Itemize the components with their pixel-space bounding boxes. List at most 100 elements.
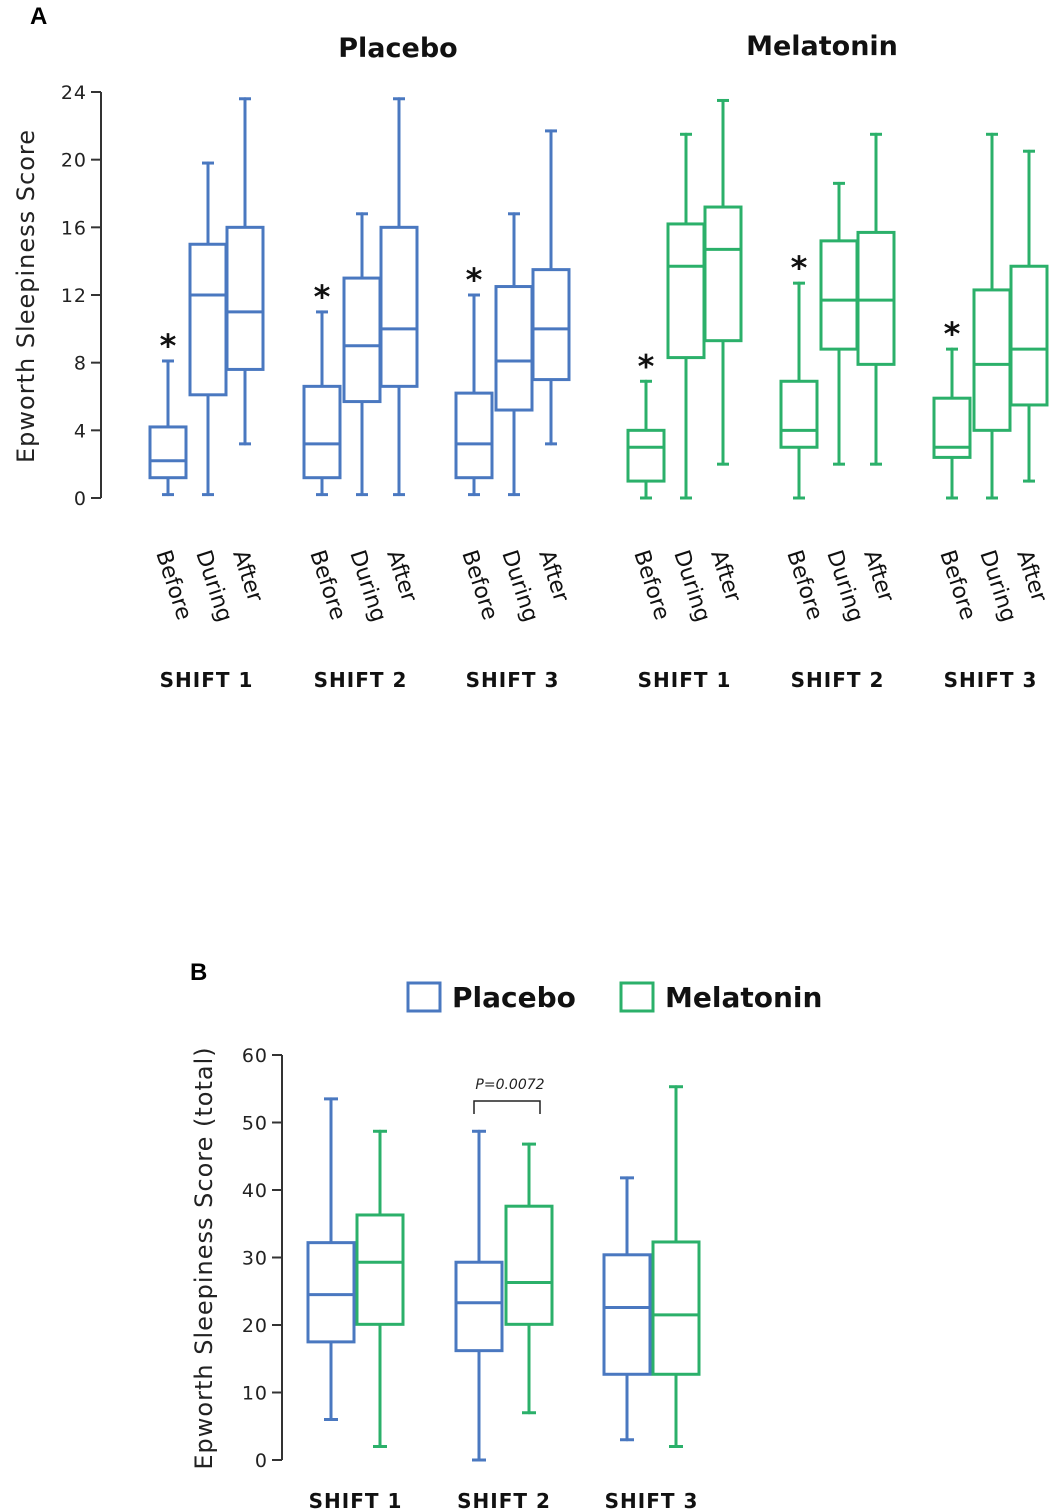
- panel-a-cat-label-melatonin-shift-3-after: After: [1011, 547, 1051, 606]
- panel-b-shift-label-shift-3: SHIFT 3: [605, 1489, 699, 1511]
- panel-a-box-placebo-shift-3-during: [494, 212, 534, 497]
- panel-b-boxes: [306, 1085, 701, 1462]
- panel-a-boxes: * * * * * *: [148, 97, 1049, 500]
- panel-a-y-tick-label-4: 4: [74, 420, 87, 442]
- panel-a-cat-label-melatonin-shift-2-before: Before: [781, 547, 827, 623]
- panel-a-box-placebo-shift-3-after-iqr-box: [531, 268, 571, 382]
- panel-a-y-tick-label-0: 0: [74, 488, 87, 510]
- p-value-annotation: P=0.0072: [473, 1077, 545, 1114]
- panel-a-box-placebo-shift-1-before-iqr-box: [148, 425, 188, 480]
- panel-b-shift-labels: SHIFT 1 SHIFT 2 SHIFT 3: [309, 1489, 699, 1511]
- p-value-label: P=0.0072: [475, 1077, 544, 1093]
- panel-a-letter: A: [30, 3, 47, 30]
- panel-a-y-tick-label-24: 24: [61, 82, 87, 104]
- panel-a-cat-label-placebo-shift-3-before: Before: [456, 547, 502, 623]
- panel-a-box-melatonin-shift-2-during: [819, 181, 859, 466]
- panel-b-box-placebo-shift-3: [602, 1176, 652, 1442]
- panel-a-significance-placebo-shift-2: *: [314, 278, 331, 316]
- panel-a-box-melatonin-shift-2-after: [856, 132, 896, 466]
- panel-b-y-axis-title: Epworth Sleepiness Score (total): [190, 1046, 218, 1469]
- legend-melatonin-swatch: [619, 981, 655, 1013]
- panel-b-y-tick-label-60: 60: [242, 1045, 268, 1067]
- panel-a-cat-label-placebo-shift-3-after: After: [533, 547, 573, 606]
- panel-a-box-placebo-shift-3-during-iqr-box: [494, 285, 534, 412]
- panel-b-box-melatonin-shift-3-iqr-box: [651, 1240, 701, 1376]
- panel-b-y-tick-label-30: 30: [242, 1248, 268, 1270]
- panel-a-significance-melatonin-shift-2: *: [791, 249, 808, 287]
- panel-a-box-placebo-shift-3-before: [454, 293, 494, 497]
- panel-a-y-ticks: 0 4 8 12 16 20 24: [61, 82, 101, 510]
- panel-a-significance-placebo-shift-1: *: [160, 327, 177, 365]
- panel-a-box-placebo-shift-1-after-iqr-box: [225, 225, 265, 371]
- panel-a-y-tick-label-16: 16: [61, 217, 87, 239]
- panel-b-box-placebo-shift-3-iqr-box: [602, 1253, 652, 1376]
- panel-b-box-placebo-shift-2-iqr-box: [454, 1260, 504, 1353]
- panel-b-letter: B: [190, 959, 207, 986]
- panel-b-shift-label-shift-1: SHIFT 1: [309, 1489, 403, 1511]
- panel-a-y-axis: 0 4 8 12 16 20 24: [61, 82, 102, 510]
- panel-a-cat-label-melatonin-shift-2-after: After: [858, 547, 898, 606]
- panel-a-cat-label-placebo-shift-1-before: Before: [150, 547, 196, 623]
- panel-b-y-tick-label-10: 10: [242, 1383, 268, 1405]
- panel-a-box-melatonin-shift-1-during: [666, 132, 706, 500]
- panel-b-y-ticks: 0 10 20 30 40 50 60: [242, 1045, 282, 1472]
- panel-b-y-tick-label-40: 40: [242, 1180, 268, 1202]
- panel-a-box-melatonin-shift-2-before-iqr-box: [779, 379, 819, 449]
- melatonin-group-title: Melatonin: [746, 31, 898, 62]
- panel-b-box-melatonin-shift-2-iqr-box: [504, 1204, 554, 1326]
- panel-a-significance-placebo-shift-3: *: [466, 261, 483, 299]
- p-value-bracket: [473, 1100, 541, 1114]
- panel-b-box-melatonin-shift-1-iqr-box: [355, 1213, 405, 1326]
- panel-a-box-melatonin-shift-1-before: [626, 379, 666, 500]
- panel-a-box-melatonin-shift-3-during: [972, 132, 1012, 500]
- panel-a-cat-label-placebo-shift-2-before: Before: [304, 547, 350, 623]
- panel-a-cat-label-placebo-shift-1-after: After: [227, 547, 267, 606]
- panel-a-cat-label-placebo-shift-2-after: After: [381, 547, 421, 606]
- panel-a-y-axis-title: Epworth Sleepiness Score: [12, 129, 40, 463]
- panel-a-box-placebo-shift-1-before: [148, 359, 188, 497]
- legend-placebo-label: Placebo: [452, 981, 576, 1014]
- panel-a-box-placebo-shift-1-during: [188, 161, 228, 497]
- panel-a-box-melatonin-shift-3-after-iqr-box: [1009, 264, 1049, 407]
- panel-b-box-placebo-shift-2: [454, 1129, 504, 1462]
- panel-a-box-melatonin-shift-1-after: [703, 98, 743, 466]
- panel-a-box-melatonin-shift-2-before: [779, 281, 819, 500]
- panel-a-box-placebo-shift-1-during-iqr-box: [188, 242, 228, 397]
- panel-a-box-placebo-shift-2-after: [379, 97, 419, 497]
- panel-a-shift-label-placebo-shift-2: SHIFT 2: [314, 668, 408, 692]
- panel-a: A Placebo Melatonin Epworth Sleepiness S…: [12, 3, 1052, 692]
- panel-a-box-melatonin-shift-1-before-iqr-box: [626, 428, 666, 483]
- placebo-group-title: Placebo: [338, 33, 457, 64]
- panel-b: B Placebo Melatonin Epworth Sleepiness S…: [190, 959, 822, 1511]
- panel-b-y-tick-label-50: 50: [242, 1113, 268, 1135]
- panel-a-box-melatonin-shift-3-during-iqr-box: [972, 288, 1012, 432]
- panel-a-box-melatonin-shift-3-before: [932, 347, 972, 500]
- panel-b-box-melatonin-shift-2: [504, 1142, 554, 1415]
- legend: Placebo Melatonin: [406, 981, 822, 1014]
- panel-a-y-tick-label-12: 12: [61, 285, 87, 307]
- panel-a-box-placebo-shift-3-after: [531, 129, 571, 446]
- panel-a-y-tick-label-8: 8: [74, 353, 87, 375]
- panel-a-box-placebo-shift-3-before-iqr-box: [454, 391, 494, 480]
- panel-a-shift-label-placebo-shift-1: SHIFT 1: [160, 668, 254, 692]
- panel-a-cat-label-melatonin-shift-1-before: Before: [628, 547, 674, 623]
- panel-a-box-placebo-shift-2-before: [302, 310, 342, 497]
- panel-b-y-axis: 0 10 20 30 40 50 60: [242, 1045, 283, 1472]
- panel-a-shift-label-melatonin-shift-2: SHIFT 2: [791, 668, 885, 692]
- panel-a-box-melatonin-shift-1-during-iqr-box: [666, 222, 706, 360]
- panel-a-y-tick-label-20: 20: [61, 150, 87, 172]
- panel-a-box-melatonin-shift-1-after-iqr-box: [703, 205, 743, 343]
- panel-b-box-melatonin-shift-1: [355, 1129, 405, 1448]
- panel-a-box-melatonin-shift-2-during-iqr-box: [819, 239, 859, 351]
- panel-a-cat-label-melatonin-shift-1-after: After: [705, 547, 745, 606]
- panel-b-box-placebo-shift-1: [306, 1097, 356, 1421]
- panel-a-box-placebo-shift-2-before-iqr-box: [302, 384, 342, 480]
- panel-a-box-placebo-shift-2-during-iqr-box: [342, 276, 382, 404]
- panel-a-shift-labels: SHIFT 1 SHIFT 2 SHIFT 3 SHIFT 1 SHIFT 2 SHIFT…: [160, 668, 1037, 692]
- panel-a-significance-melatonin-shift-3: *: [944, 315, 961, 353]
- legend-melatonin-label: Melatonin: [665, 981, 822, 1014]
- panel-a-box-placebo-shift-2-during: [342, 212, 382, 497]
- panel-b-y-tick-label-0: 0: [255, 1450, 268, 1472]
